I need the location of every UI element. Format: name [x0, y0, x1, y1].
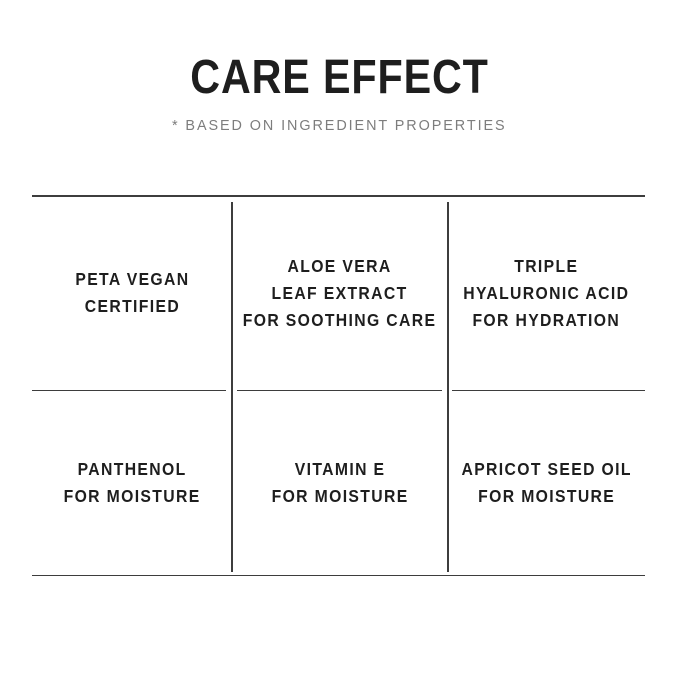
benefit-cell-peta-vegan: PETA VEGAN CERTIFIED [32, 197, 232, 389]
benefit-cell-hyaluronic-acid: TRIPLE HYALURONIC ACID FOR HYDRATION [448, 197, 645, 389]
grid-row-divider-center [237, 389, 442, 391]
benefit-cell-apricot-seed-oil: APRICOT SEED OIL FOR MOISTURE [448, 391, 645, 574]
benefit-cell-text: PANTHENOL FOR MOISTURE [63, 458, 201, 506]
benefit-cell-text: VITAMIN E FOR MOISTURE [271, 458, 409, 506]
benefit-cell-vitamin-e: VITAMIN E FOR MOISTURE [232, 391, 448, 574]
benefit-cell-panthenol: PANTHENOL FOR MOISTURE [32, 391, 232, 574]
benefit-cell-text: PETA VEGAN CERTIFIED [74, 269, 190, 316]
benefit-cell-text: ALOE VERA LEAF EXTRACT FOR SOOTHING CARE [243, 255, 437, 330]
grid-row-divider-right [452, 389, 645, 391]
benefit-cell-text: TRIPLE HYALURONIC ACID FOR HYDRATION [463, 255, 630, 330]
grid-column-divider-1 [231, 202, 233, 572]
page-title: CARE EFFECT [0, 50, 679, 105]
benefit-cell-text: APRICOT SEED OIL FOR MOISTURE [461, 458, 632, 506]
page-subtitle-text: * BASED ON INGREDIENT PROPERTIES [172, 117, 507, 134]
page-title-text: CARE EFFECT [190, 51, 489, 104]
grid-top-border [32, 195, 645, 197]
benefit-cell-aloe-vera: ALOE VERA LEAF EXTRACT FOR SOOTHING CARE [232, 197, 448, 389]
grid-column-divider-2 [447, 202, 449, 572]
page-subtitle: * BASED ON INGREDIENT PROPERTIES [0, 117, 679, 134]
grid-bottom-border [32, 574, 645, 576]
grid-row-divider-left [32, 389, 226, 391]
